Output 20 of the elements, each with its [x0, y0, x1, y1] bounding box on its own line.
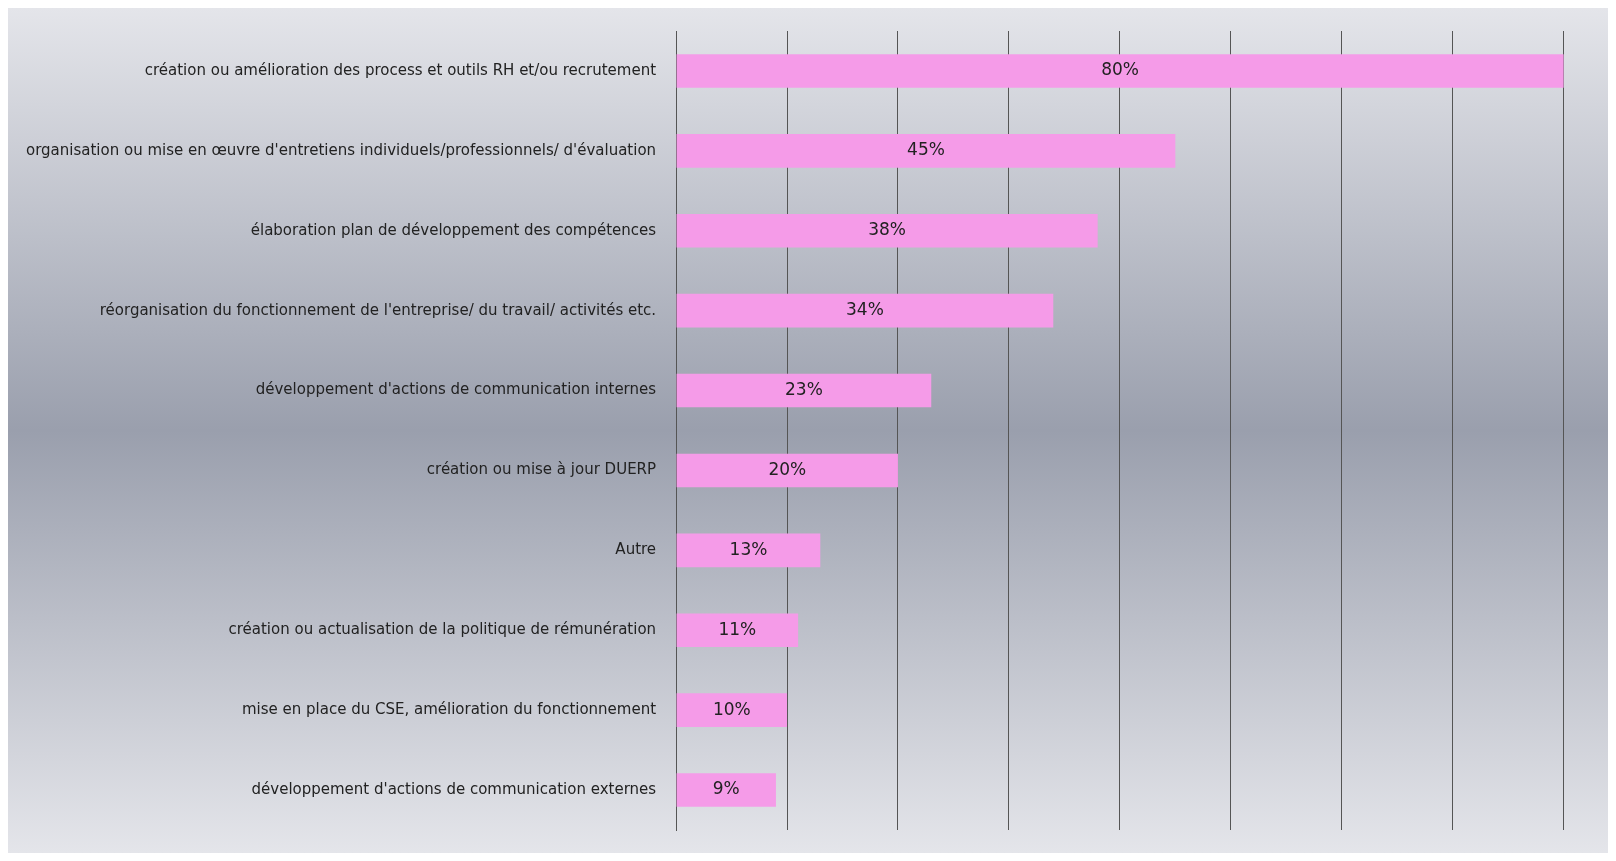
data-label: 38%: [868, 219, 907, 240]
data-label: 45%: [907, 139, 945, 160]
y-tick-label: mise en place du CSE, amélioration du fonctionnement: [241, 700, 657, 719]
data-label: 34%: [846, 299, 884, 320]
y-tick-label: création ou actualisation de la politique de rémunération: [228, 620, 657, 639]
y-tick-label: développement d'actions de communication externes: [251, 779, 657, 798]
data-label: 9%: [712, 778, 740, 799]
y-tick-label: réorganisation du fonctionnement de l'entreprise/ du travail/ activités etc.: [99, 300, 657, 319]
data-label: 20%: [768, 458, 807, 479]
y-tick-label: Autre: [615, 540, 657, 559]
data-label: 23%: [785, 378, 823, 399]
data-label: 11%: [718, 618, 757, 639]
data-label: 10%: [712, 698, 751, 719]
y-tick-label: création ou mise à jour DUERP: [426, 460, 657, 479]
y-tick-label: développement d'actions de communication internes: [255, 380, 657, 399]
y-tick-label: création ou amélioration des process et outils RH et/ou recrutement: [144, 60, 657, 79]
y-tick-label: organisation ou mise en œuvre d'entretiens individuels/professionnels/ d'évaluation: [25, 140, 657, 159]
y-tick-label: élaboration plan de développement des compétences: [250, 220, 657, 239]
data-label: 80%: [1101, 59, 1139, 80]
data-label: 13%: [729, 538, 768, 559]
